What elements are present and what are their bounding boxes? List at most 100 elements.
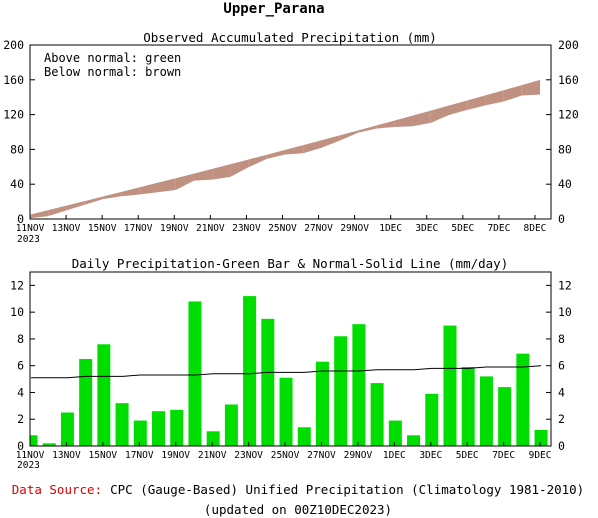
accumulated-y-axis: 0 0 40 40 80 80 120 120 160 160 200 200 <box>3 38 579 226</box>
daily-precip-bar <box>407 435 421 446</box>
below-normal-band <box>448 100 468 116</box>
accumulated-plot-frame <box>29 44 552 220</box>
below-normal-band <box>266 149 286 159</box>
y-tick-label-left: 2 <box>17 412 24 426</box>
x-tick-label: 5DEC <box>456 450 479 461</box>
daily-bar-layer <box>30 296 548 446</box>
below-normal-band <box>339 130 358 141</box>
y-tick-label-left: 160 <box>3 73 24 87</box>
daily-precip-bar <box>224 404 238 446</box>
y-tick-label-right: 200 <box>558 38 579 52</box>
x-tick-label: 3DEC <box>419 450 442 461</box>
y-tick-label-right: 0 <box>558 212 565 226</box>
daily-precip-bar <box>97 344 111 446</box>
below-normal-band <box>467 95 486 110</box>
x-tick-label: 15NOV <box>88 223 117 234</box>
below-normal-band <box>521 79 541 96</box>
x-tick-label: 29NOV <box>344 450 373 461</box>
updated-note: (updated on 00Z10DEC2023) <box>204 502 392 517</box>
y-tick-label-left: 12 <box>10 278 24 292</box>
daily-precip-bar <box>243 296 257 446</box>
daily-y-axis: 0 0 2 2 4 4 6 6 8 8 10 10 12 12 <box>10 278 572 453</box>
x-tick-label: 15NOV <box>89 450 118 461</box>
y-tick-label-right: 40 <box>558 177 572 191</box>
accumulated-x-year-label: 2023 <box>17 234 40 245</box>
x-tick-label: 19NOV <box>160 223 189 234</box>
below-normal-band <box>30 210 49 219</box>
x-tick-label: 27NOV <box>307 450 336 461</box>
below-normal-band <box>139 182 158 195</box>
y-tick-label-left: 0 <box>17 439 24 453</box>
below-normal-band <box>394 115 413 127</box>
x-tick-label: 27NOV <box>304 223 333 234</box>
x-tick-label: 8DEC <box>524 223 547 234</box>
daily-precip-bar <box>42 443 56 446</box>
below-normal-band <box>102 192 122 200</box>
y-tick-label-right: 10 <box>558 305 572 319</box>
below-normal-band <box>285 145 304 155</box>
y-tick-label-right: 120 <box>558 108 579 122</box>
y-tick-label-right: 80 <box>558 142 572 156</box>
daily-plot-frame <box>29 271 552 447</box>
y-tick-label-right: 2 <box>558 412 565 426</box>
daily-precip-bar <box>388 420 402 446</box>
below-normal-band <box>212 164 231 180</box>
y-tick-label-left: 40 <box>10 177 24 191</box>
daily-precip-bar <box>352 324 366 446</box>
below-normal-band <box>376 120 395 129</box>
daily-precip-bar <box>425 393 439 446</box>
below-normal-band <box>357 125 377 133</box>
x-tick-label: 29NOV <box>340 223 369 234</box>
daily-precip-bar <box>498 387 512 446</box>
below-normal-band <box>84 196 103 205</box>
data-source-label: Data Source: <box>12 482 102 497</box>
below-normal-band <box>412 110 431 127</box>
below-normal-band <box>321 135 340 148</box>
daily-precip-bar <box>170 409 184 446</box>
daily-x-year-label: 2023 <box>17 460 40 471</box>
y-tick-label-left: 120 <box>3 108 24 122</box>
daily-precip-bar <box>133 420 147 446</box>
below-normal-band <box>248 154 267 168</box>
below-normal-band <box>121 187 140 197</box>
below-normal-band <box>485 90 504 106</box>
daily-precip-bar <box>461 367 475 446</box>
x-tick-label: 23NOV <box>232 223 261 234</box>
daily-precip-bar <box>152 411 166 446</box>
daily-precip-bar <box>279 377 293 446</box>
y-tick-label-right: 6 <box>558 359 565 373</box>
y-tick-label-right: 8 <box>558 332 565 346</box>
x-tick-label: 25NOV <box>268 223 297 234</box>
legend-below-normal: Below normal: brown <box>44 65 181 79</box>
legend-above-normal: Above normal: green <box>44 51 181 65</box>
daily-precip-bar <box>516 353 530 446</box>
below-normal-band <box>175 173 194 191</box>
y-tick-label-right: 12 <box>558 278 572 292</box>
daily-precip-bar <box>188 301 202 446</box>
y-tick-label-left: 10 <box>10 305 24 319</box>
below-normal-band <box>430 105 449 123</box>
below-normal-band <box>157 178 176 193</box>
x-tick-label: 11NOV <box>16 450 45 461</box>
page-title: Upper_Parana <box>223 1 324 17</box>
daily-precip-bar <box>79 359 93 446</box>
daily-chart-title: Daily Precipitation-Green Bar & Normal-S… <box>72 256 509 271</box>
below-normal-band <box>193 168 213 181</box>
daily-precip-bar <box>370 383 384 446</box>
daily-precip-bar <box>479 376 493 446</box>
below-normal-band <box>503 85 522 102</box>
y-tick-label-left: 6 <box>17 359 24 373</box>
x-tick-label: 13NOV <box>52 223 81 234</box>
daily-precip-bar <box>261 318 275 446</box>
daily-normal-line-layer <box>31 365 542 379</box>
normal-line <box>31 365 542 379</box>
x-tick-label: 1DEC <box>383 450 406 461</box>
x-tick-label: 3DEC <box>415 223 438 234</box>
daily-precip-bar <box>534 429 548 446</box>
y-tick-label-left: 4 <box>17 385 24 399</box>
y-tick-label-right: 0 <box>558 439 565 453</box>
x-tick-label: 23NOV <box>234 450 263 461</box>
x-tick-label: 17NOV <box>124 223 153 234</box>
x-tick-label: 17NOV <box>125 450 154 461</box>
